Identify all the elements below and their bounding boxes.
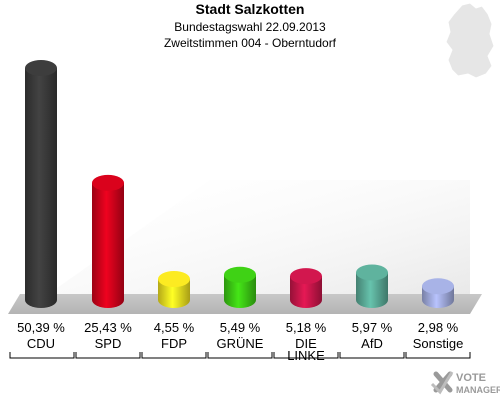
category-label: DIE bbox=[295, 336, 317, 351]
label-underline bbox=[9, 352, 75, 359]
bar-afd bbox=[356, 264, 388, 308]
bar-grüne bbox=[224, 266, 256, 308]
category-label: LINKE bbox=[287, 348, 325, 363]
category-label: SPD bbox=[95, 336, 122, 351]
label-underline bbox=[405, 352, 471, 359]
value-label: 5,49 % bbox=[220, 320, 261, 335]
value-label: 4,55 % bbox=[154, 320, 195, 335]
label-underline bbox=[141, 352, 207, 359]
brand-line2: MANAGER bbox=[456, 385, 500, 395]
brand-line1: VOTE bbox=[456, 372, 486, 384]
value-label: 5,97 % bbox=[352, 320, 393, 335]
value-label: 25,43 % bbox=[84, 320, 132, 335]
value-label: 50,39 % bbox=[17, 320, 65, 335]
bar-fdp bbox=[158, 271, 190, 308]
chart-subtitle: Bundestagswahl 22.09.2013 bbox=[174, 20, 326, 34]
bar-die-linke bbox=[290, 268, 322, 308]
bar-sonstige bbox=[422, 278, 454, 308]
bar-spd bbox=[92, 174, 124, 308]
category-label: Sonstige bbox=[413, 336, 464, 351]
label-underline bbox=[207, 352, 273, 359]
category-label: GRÜNE bbox=[217, 336, 264, 351]
value-label: 2,98 % bbox=[418, 320, 459, 335]
value-label: 5,18 % bbox=[286, 320, 327, 335]
label-underline bbox=[75, 352, 141, 359]
category-label: FDP bbox=[161, 336, 187, 351]
bar-cdu bbox=[25, 60, 57, 308]
chart-title: Stadt Salzkotten bbox=[195, 1, 305, 17]
chart-subtitle-2: Zweitstimmen 004 - Oberntudorf bbox=[163, 36, 337, 50]
category-label: AfD bbox=[361, 336, 383, 351]
vote-manager-logo: VOTE MANAGER bbox=[428, 368, 500, 403]
label-underline bbox=[273, 352, 339, 359]
category-label: CDU bbox=[27, 336, 55, 351]
label-underline bbox=[339, 352, 405, 359]
